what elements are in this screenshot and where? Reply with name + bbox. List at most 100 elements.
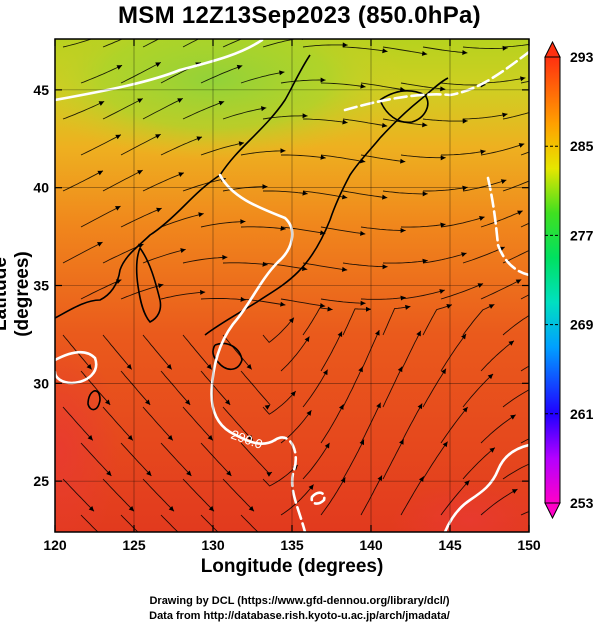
chart-title: MSM 12Z13Sep2023 (850.0hPa) xyxy=(118,2,481,29)
streamline-arrowhead xyxy=(518,143,525,148)
x-tick-label: 130 xyxy=(201,537,225,553)
streamline xyxy=(80,442,112,477)
streamline xyxy=(120,62,162,84)
streamline xyxy=(240,71,285,84)
streamline-arrowhead xyxy=(128,505,134,512)
streamline xyxy=(342,366,364,408)
streamline-arrowhead xyxy=(487,373,494,380)
streamline xyxy=(422,252,467,264)
contour-line xyxy=(55,350,98,385)
streamline-arrowhead xyxy=(319,303,326,309)
streamline-arrowhead xyxy=(240,219,246,225)
streamline-arrowhead xyxy=(100,31,106,37)
streamline-arrowhead xyxy=(208,505,214,512)
streamline-arrowhead xyxy=(439,289,445,294)
streamline-arrowhead xyxy=(147,541,154,548)
streamline xyxy=(360,226,406,231)
streamline-arrowhead xyxy=(248,505,254,512)
streamline xyxy=(382,190,428,195)
streamline xyxy=(280,79,326,84)
streamline-arrowhead xyxy=(488,304,495,309)
streamline xyxy=(62,478,95,512)
coastline-korea xyxy=(135,247,162,323)
streamline-arrowhead xyxy=(537,456,543,462)
streamline xyxy=(200,298,246,301)
streamline xyxy=(422,118,468,122)
streamline-arrowhead xyxy=(422,258,428,264)
streamline xyxy=(320,154,366,163)
streamline-arrowhead xyxy=(225,399,231,405)
streamline-arrowhead xyxy=(400,228,406,234)
streamline-arrowhead xyxy=(304,336,310,343)
warm-region-west xyxy=(55,340,120,532)
streamline xyxy=(142,478,175,512)
streamline-arrowhead xyxy=(440,222,446,228)
streamline-arrowhead xyxy=(180,248,186,253)
streamline-arrowhead xyxy=(480,149,486,155)
streamline-arrowhead xyxy=(375,330,380,336)
streamline-arrowhead xyxy=(382,264,388,270)
cool-region xyxy=(55,39,405,160)
y-axis-label: Latitude (degrees) xyxy=(0,251,33,337)
streamline-arrowhead xyxy=(185,399,191,405)
streamline-arrowhead xyxy=(156,207,162,213)
y-tick-label: 35 xyxy=(33,278,49,294)
streamline-arrowhead xyxy=(168,505,174,512)
streamline xyxy=(222,334,253,370)
streamline-arrowhead xyxy=(360,83,366,89)
streamline-arrowhead xyxy=(510,414,516,420)
streamline xyxy=(142,98,184,120)
streamline xyxy=(182,334,213,370)
streamline-arrowhead xyxy=(115,134,121,140)
streamline-arrowhead xyxy=(340,477,346,483)
streamline-arrowhead xyxy=(382,48,388,54)
colorbar-tick-label: 293 xyxy=(570,49,594,65)
streamline xyxy=(422,441,448,480)
streamline-arrowhead xyxy=(127,435,133,441)
streamline-arrowhead xyxy=(260,106,267,112)
streamline-arrowhead xyxy=(376,402,381,409)
streamline-arrowhead xyxy=(440,155,446,161)
streamline xyxy=(102,39,124,48)
streamline-arrowhead xyxy=(365,306,371,312)
streamline xyxy=(520,294,529,300)
streamline-arrowhead xyxy=(320,77,326,83)
streamline xyxy=(520,438,529,444)
streamline-arrowhead xyxy=(341,266,348,272)
streamline xyxy=(120,207,162,228)
streamline-arrowhead xyxy=(247,435,253,441)
streamline xyxy=(462,447,496,480)
streamline xyxy=(102,478,135,512)
streamline-arrowhead xyxy=(146,470,152,476)
streamline xyxy=(262,390,297,415)
streamline xyxy=(320,331,343,372)
streamline xyxy=(160,291,206,300)
streamline xyxy=(182,39,200,48)
contour-line xyxy=(210,173,294,445)
streamline xyxy=(480,77,526,84)
streamline-arrowhead xyxy=(441,368,446,375)
streamline xyxy=(382,259,428,264)
coastline-hokkaido xyxy=(379,90,429,124)
streamline-arrowhead xyxy=(264,404,271,410)
x-tick-label: 150 xyxy=(517,537,541,553)
streamline-arrowhead xyxy=(226,470,232,476)
streamline xyxy=(80,64,123,84)
streamline xyxy=(520,365,529,372)
streamline-arrowhead xyxy=(517,210,523,216)
streamline-arrowhead xyxy=(280,301,286,307)
streamline xyxy=(182,478,215,512)
streamline xyxy=(502,315,529,336)
colorbar-tick-label: 261 xyxy=(570,406,594,422)
streamline xyxy=(302,307,333,336)
streamline-arrowhead xyxy=(196,136,202,142)
streamline-arrowhead xyxy=(337,331,343,337)
streamline xyxy=(480,143,525,156)
streamline xyxy=(441,150,486,156)
streamline-arrowhead xyxy=(502,112,508,118)
y-tick-label: 30 xyxy=(33,375,49,391)
streamline-arrowhead xyxy=(115,206,121,211)
x-tick-label: 135 xyxy=(280,537,304,553)
streamline-arrowhead xyxy=(107,541,114,548)
streamline xyxy=(142,248,186,264)
